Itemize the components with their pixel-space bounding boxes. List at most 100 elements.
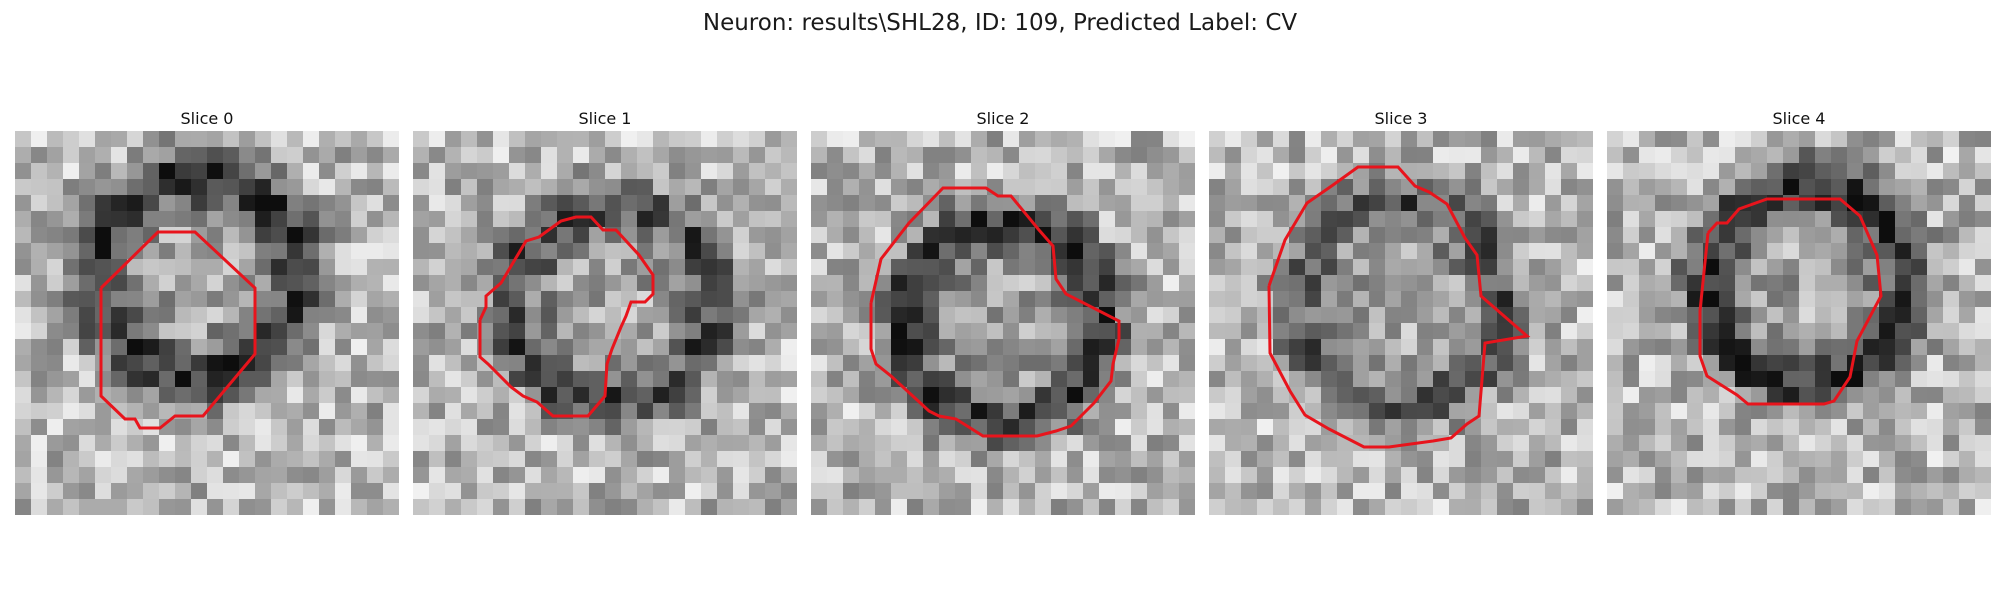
image-pixel — [47, 387, 64, 404]
image-pixel — [1751, 451, 1768, 468]
image-pixel — [1815, 339, 1832, 356]
image-pixel — [255, 403, 272, 420]
image-pixel — [875, 227, 892, 244]
image-pixel — [589, 179, 606, 196]
image-pixel — [557, 179, 574, 196]
image-pixel — [875, 387, 892, 404]
image-pixel — [843, 355, 860, 372]
image-pixel — [191, 131, 208, 148]
image-pixel — [1481, 387, 1498, 404]
image-pixel — [383, 371, 399, 388]
image-pixel — [1337, 179, 1354, 196]
image-pixel — [1417, 371, 1434, 388]
image-pixel — [1719, 355, 1736, 372]
image-pixel — [335, 339, 352, 356]
image-pixel — [971, 243, 988, 260]
image-pixel — [319, 339, 336, 356]
image-pixel — [31, 195, 48, 212]
image-pixel — [255, 339, 272, 356]
image-pixel — [191, 451, 208, 468]
image-pixel — [1513, 243, 1530, 260]
image-pixel — [1497, 451, 1514, 468]
image-pixel — [1051, 211, 1068, 228]
image-pixel — [207, 435, 224, 452]
image-pixel — [95, 211, 112, 228]
image-pixel — [1529, 355, 1546, 372]
image-pixel — [1115, 435, 1132, 452]
image-pixel — [1241, 291, 1258, 308]
image-pixel — [1131, 227, 1148, 244]
image-pixel — [1241, 339, 1258, 356]
image-pixel — [143, 355, 160, 372]
image-pixel — [669, 371, 686, 388]
image-pixel — [1115, 483, 1132, 500]
image-pixel — [335, 483, 352, 500]
image-pixel — [1863, 275, 1880, 292]
image-pixel — [1163, 131, 1180, 148]
image-pixel — [1831, 499, 1848, 515]
image-pixel — [1911, 147, 1928, 164]
image-pixel — [1385, 291, 1402, 308]
image-pixel — [1417, 227, 1434, 244]
image-pixel — [127, 147, 144, 164]
image-pixel — [461, 339, 478, 356]
image-pixel — [923, 211, 940, 228]
image-pixel — [1385, 387, 1402, 404]
image-pixel — [1943, 147, 1960, 164]
image-pixel — [271, 499, 288, 515]
image-pixel — [79, 355, 96, 372]
image-pixel — [1003, 163, 1020, 180]
image-pixel — [843, 195, 860, 212]
image-pixel — [1847, 467, 1864, 484]
image-pixel — [461, 323, 478, 340]
image-pixel — [749, 243, 766, 260]
image-pixel — [1289, 179, 1306, 196]
image-pixel — [367, 339, 384, 356]
image-pixel — [1529, 339, 1546, 356]
image-pixel — [811, 483, 828, 500]
image-pixel — [1401, 451, 1418, 468]
image-pixel — [1655, 403, 1672, 420]
image-pixel — [351, 227, 368, 244]
image-pixel — [701, 435, 718, 452]
image-pixel — [653, 131, 670, 148]
image-pixel — [525, 195, 542, 212]
image-pixel — [287, 483, 304, 500]
image-pixel — [413, 179, 430, 196]
image-pixel — [1353, 211, 1370, 228]
image-pixel — [63, 243, 80, 260]
image-pixel — [827, 371, 844, 388]
image-pixel — [637, 307, 654, 324]
image-pixel — [15, 275, 32, 292]
image-pixel — [1289, 483, 1306, 500]
image-pixel — [31, 291, 48, 308]
image-pixel — [1831, 243, 1848, 260]
image-pixel — [1513, 355, 1530, 372]
image-pixel — [175, 323, 192, 340]
image-pixel — [1719, 419, 1736, 436]
image-pixel — [1687, 179, 1704, 196]
image-pixel — [1417, 339, 1434, 356]
image-pixel — [159, 339, 176, 356]
image-pixel — [1529, 371, 1546, 388]
image-pixel — [239, 387, 256, 404]
image-pixel — [1577, 227, 1593, 244]
image-pixel — [1003, 179, 1020, 196]
image-pixel — [765, 179, 782, 196]
image-pixel — [1847, 259, 1864, 276]
image-pixel — [1927, 147, 1944, 164]
image-pixel — [175, 339, 192, 356]
image-pixel — [1209, 435, 1226, 452]
image-pixel — [749, 179, 766, 196]
image-pixel — [1687, 483, 1704, 500]
image-pixel — [541, 467, 558, 484]
image-pixel — [1353, 467, 1370, 484]
image-pixel — [1369, 387, 1386, 404]
image-pixel — [1401, 467, 1418, 484]
image-pixel — [1959, 195, 1976, 212]
image-pixel — [63, 451, 80, 468]
image-pixel — [1719, 243, 1736, 260]
image-pixel — [1241, 451, 1258, 468]
image-pixel — [1067, 307, 1084, 324]
image-pixel — [717, 403, 734, 420]
